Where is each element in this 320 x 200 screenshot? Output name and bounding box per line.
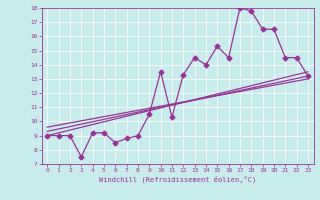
X-axis label: Windchill (Refroidissement éolien,°C): Windchill (Refroidissement éolien,°C)	[99, 176, 256, 183]
